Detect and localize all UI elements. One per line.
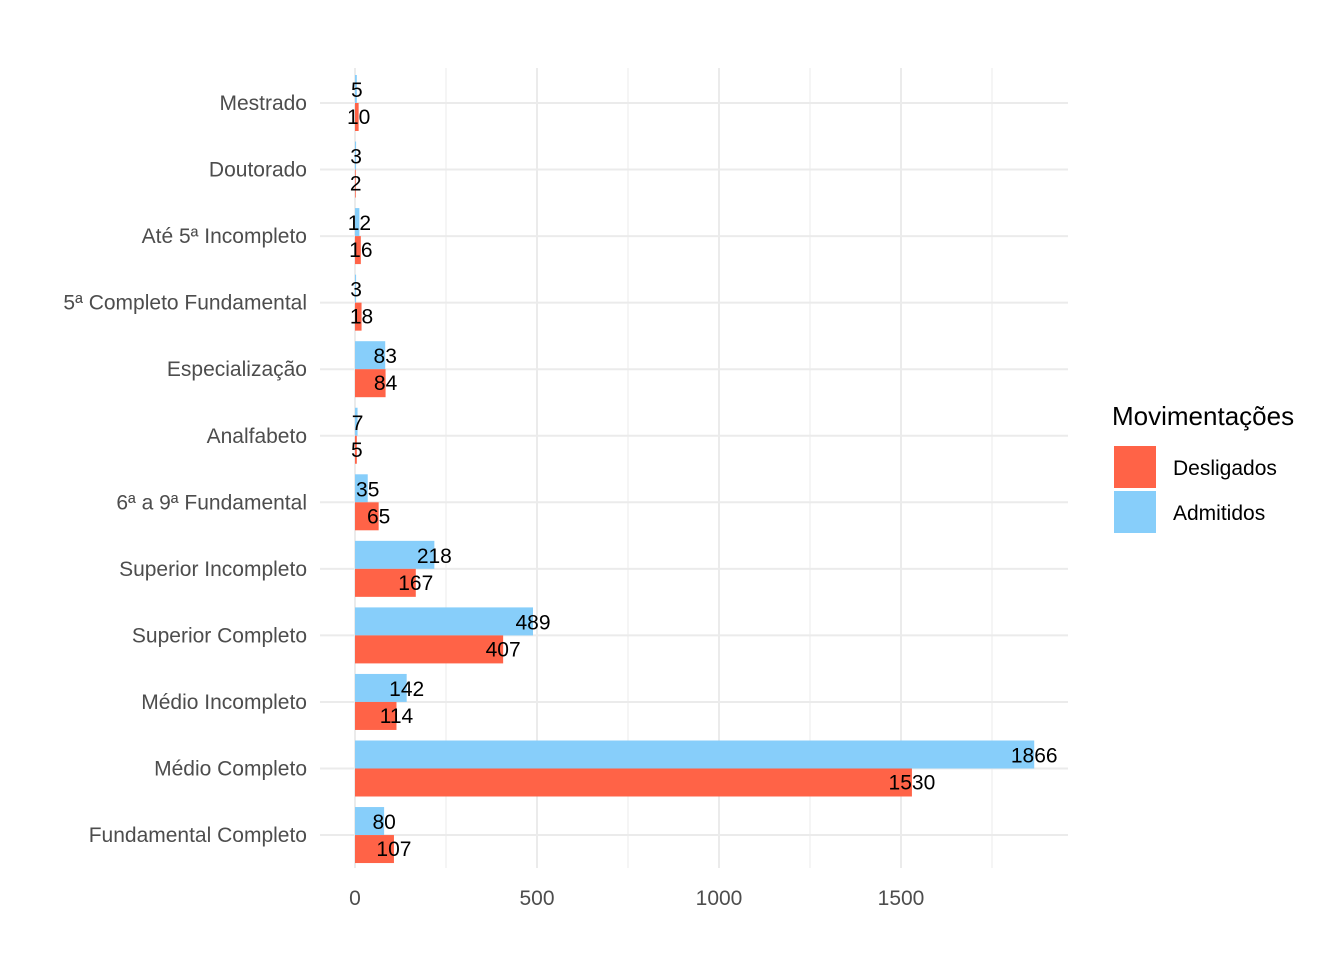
bar-admitidos (355, 341, 386, 370)
y-category-label: Superior Incompleto (119, 558, 307, 581)
data-label-desligados: 16 (349, 239, 372, 262)
bar-desligados (355, 768, 912, 797)
data-label-desligados: 1530 (889, 772, 936, 795)
bar-desligados (355, 635, 504, 664)
y-category-label: Especialização (167, 358, 307, 381)
bar-admitidos (355, 274, 357, 303)
data-label-admitidos: 7 (352, 412, 364, 435)
bar-admitidos (355, 673, 407, 702)
bar-admitidos (355, 540, 435, 569)
data-label-desligados: 407 (486, 638, 521, 661)
y-category-label: Doutorado (209, 159, 307, 182)
data-label-desligados: 167 (398, 572, 433, 595)
bar-desligados (355, 236, 361, 265)
data-label-admitidos: 83 (374, 345, 397, 368)
data-label-desligados: 107 (376, 838, 411, 861)
bar-admitidos (355, 607, 533, 636)
bar-desligados (355, 835, 394, 864)
y-category-label: Fundamental Completo (89, 824, 307, 847)
bar-desligados (355, 701, 397, 730)
y-category-label: 5ª Completo Fundamental (63, 292, 307, 315)
y-category-label: 6ª a 9ª Fundamental (116, 491, 307, 514)
bar-desligados (355, 369, 386, 398)
data-label-admitidos: 5 (351, 79, 363, 102)
legend-title: Movimentações (1112, 401, 1294, 431)
bar-admitidos (355, 208, 360, 237)
bar-admitidos (355, 75, 357, 103)
bar-admitidos (355, 740, 1035, 769)
x-tick-label: 1500 (878, 887, 925, 910)
x-tick-label: 500 (519, 887, 554, 910)
x-tick-label: 0 (349, 887, 361, 910)
data-label-admitidos: 1866 (1011, 745, 1058, 768)
data-label-desligados: 10 (347, 106, 370, 129)
bar-desligados (355, 568, 416, 597)
data-label-desligados: 5 (351, 439, 363, 462)
y-category-label: Mestrado (219, 92, 307, 115)
data-label-admitidos: 489 (515, 611, 550, 634)
data-label-desligados: 18 (350, 306, 373, 329)
x-tick-label: 1000 (696, 887, 743, 910)
y-axis-category-labels: Mestrado Doutorado Até 5ª Incompleto 5ª Com… (63, 92, 307, 847)
y-category-label: Médio Completo (154, 758, 307, 781)
data-label-desligados: 65 (367, 505, 390, 528)
bar-desligados (355, 103, 359, 131)
y-category-label: Até 5ª Incompleto (142, 225, 307, 248)
bar-admitidos (355, 407, 358, 436)
data-label-desligados: 2 (350, 173, 362, 196)
data-label-admitidos: 3 (350, 146, 362, 169)
bar-admitidos (355, 807, 385, 836)
data-label-admitidos: 3 (350, 279, 362, 302)
data-label-admitidos: 35 (356, 478, 379, 501)
legend: Movimentações Desligados Admitidos (1112, 401, 1294, 533)
x-axis-tick-labels: 0 500 1000 1500 (349, 887, 924, 910)
bar-admitidos (355, 474, 368, 503)
bar-desligados (355, 502, 379, 531)
legend-items: Desligados Admitidos (1114, 446, 1277, 533)
bar-desligados (355, 435, 357, 464)
bars (355, 75, 1035, 864)
legend-key-desligados (1114, 446, 1156, 488)
legend-key-admitidos (1114, 491, 1156, 533)
y-category-label: Médio Incompleto (141, 691, 307, 714)
y-category-label: Analfabeto (207, 425, 307, 448)
grid-lines (320, 68, 1068, 868)
bar-admitidos (355, 141, 357, 170)
legend-label-admitidos: Admitidos (1173, 502, 1265, 525)
data-label-desligados: 114 (380, 705, 414, 728)
data-label-admitidos: 142 (389, 678, 424, 701)
data-label-admitidos: 218 (417, 545, 452, 568)
data-label-desligados: 84 (374, 372, 398, 395)
data-label-admitidos: 80 (372, 811, 395, 834)
data-label-admitidos: 12 (348, 212, 371, 235)
y-category-label: Superior Completo (132, 624, 307, 647)
legend-label-desligados: Desligados (1173, 457, 1277, 480)
bar-desligados (355, 169, 356, 198)
bar-desligados (355, 302, 362, 331)
